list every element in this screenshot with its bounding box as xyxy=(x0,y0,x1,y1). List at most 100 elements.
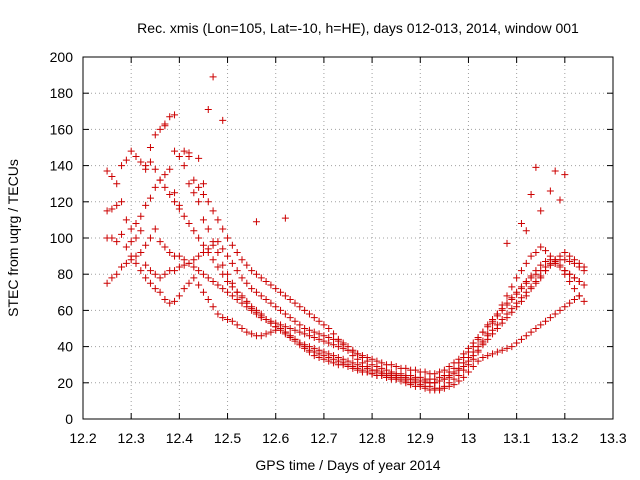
data-point xyxy=(272,319,280,327)
data-point xyxy=(368,366,376,374)
data-point xyxy=(199,191,207,199)
data-point xyxy=(180,261,188,269)
x-tick-label: 12.5 xyxy=(214,430,241,446)
data-point xyxy=(532,163,540,171)
data-point xyxy=(219,270,227,278)
data-point xyxy=(281,328,289,336)
data-point xyxy=(310,328,318,336)
data-point xyxy=(267,299,275,307)
data-point xyxy=(156,288,164,296)
data-point xyxy=(243,303,251,311)
data-point xyxy=(517,283,525,291)
data-point xyxy=(455,377,463,385)
data-point xyxy=(551,310,559,318)
data-point xyxy=(537,272,545,280)
y-tick-label: 160 xyxy=(50,121,74,137)
data-point xyxy=(252,270,260,278)
y-tick-label: 100 xyxy=(50,230,74,246)
data-point xyxy=(522,259,530,267)
data-point xyxy=(460,373,468,381)
data-point xyxy=(498,346,506,354)
data-point xyxy=(209,277,217,285)
data-point xyxy=(566,270,574,278)
data-point xyxy=(118,162,126,170)
data-point xyxy=(474,335,482,343)
data-point xyxy=(199,288,207,296)
data-point xyxy=(209,256,217,264)
data-point xyxy=(508,343,516,351)
data-point xyxy=(527,328,535,336)
data-point xyxy=(209,303,217,311)
data-point xyxy=(325,353,333,361)
data-point xyxy=(440,375,448,383)
x-tick-label: 12.2 xyxy=(69,430,96,446)
data-point xyxy=(464,368,472,376)
data-point xyxy=(122,156,130,164)
data-point xyxy=(137,212,145,220)
data-point xyxy=(580,297,588,305)
data-point xyxy=(113,270,121,278)
data-point xyxy=(190,227,198,235)
data-point xyxy=(296,321,304,329)
data-point xyxy=(431,379,439,387)
data-point xyxy=(325,325,333,332)
data-point xyxy=(195,267,203,275)
data-point xyxy=(546,187,554,195)
data-point xyxy=(252,310,260,318)
data-point xyxy=(527,191,535,199)
data-point xyxy=(460,359,468,367)
data-point xyxy=(156,125,164,133)
data-point xyxy=(387,372,395,380)
data-point xyxy=(228,259,236,267)
data-point xyxy=(175,153,183,161)
data-point xyxy=(108,274,116,282)
data-point xyxy=(522,332,530,340)
data-point xyxy=(291,335,299,343)
data-point xyxy=(248,267,256,275)
data-point xyxy=(142,261,150,269)
data-point xyxy=(272,326,280,334)
data-point xyxy=(556,306,564,314)
data-point xyxy=(291,299,299,307)
data-point xyxy=(546,314,554,322)
data-point xyxy=(171,297,179,305)
data-point xyxy=(503,299,511,307)
data-point xyxy=(180,147,188,155)
data-point xyxy=(349,352,357,360)
data-point xyxy=(522,288,530,296)
data-point xyxy=(315,317,323,325)
data-point xyxy=(204,198,212,206)
data-point xyxy=(214,281,222,289)
data-point xyxy=(532,248,540,256)
data-point xyxy=(122,216,130,224)
data-point xyxy=(151,225,159,233)
data-point xyxy=(233,248,241,256)
x-tick-label: 12.7 xyxy=(310,430,337,446)
data-point xyxy=(517,294,525,302)
data-point xyxy=(127,225,135,233)
data-point xyxy=(542,247,550,255)
data-point xyxy=(310,348,318,356)
data-point xyxy=(151,183,159,191)
data-point xyxy=(527,283,535,291)
data-point xyxy=(118,198,126,206)
data-point xyxy=(474,357,482,365)
data-point xyxy=(151,285,159,293)
data-point xyxy=(542,267,550,275)
data-point xyxy=(363,363,371,371)
data-point xyxy=(228,317,236,325)
data-point xyxy=(513,288,521,296)
data-point xyxy=(508,294,516,302)
data-point xyxy=(175,252,183,260)
data-point xyxy=(517,335,525,343)
data-point xyxy=(228,241,236,249)
data-point xyxy=(344,346,352,354)
data-point xyxy=(296,339,304,347)
data-point xyxy=(484,321,492,329)
data-point xyxy=(161,270,169,278)
data-point xyxy=(262,330,270,338)
data-point xyxy=(180,162,188,170)
x-tick-label: 12.8 xyxy=(358,430,385,446)
data-point xyxy=(267,317,275,325)
data-point xyxy=(542,258,550,266)
